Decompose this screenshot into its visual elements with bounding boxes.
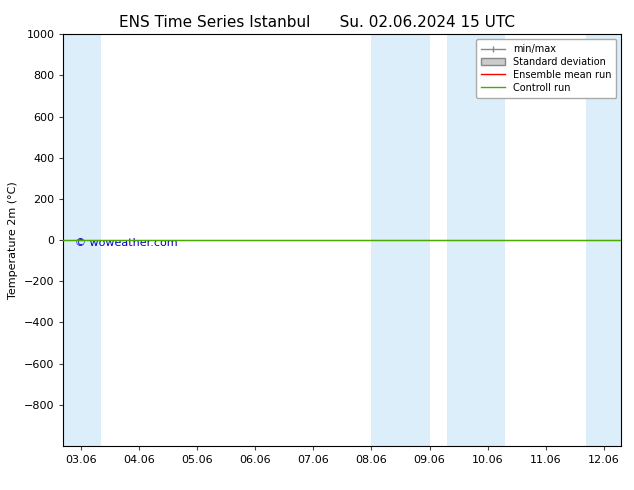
Bar [447, 34, 505, 446]
Bar [63, 34, 101, 446]
Text: © woweather.com: © woweather.com [75, 238, 177, 248]
Bar [586, 34, 634, 446]
Y-axis label: Temperature 2m (°C): Temperature 2m (°C) [8, 181, 18, 299]
Legend: min/max, Standard deviation, Ensemble mean run, Controll run: min/max, Standard deviation, Ensemble me… [476, 39, 616, 98]
Bar [372, 34, 429, 446]
Text: ENS Time Series Istanbul      Su. 02.06.2024 15 UTC: ENS Time Series Istanbul Su. 02.06.2024 … [119, 15, 515, 30]
